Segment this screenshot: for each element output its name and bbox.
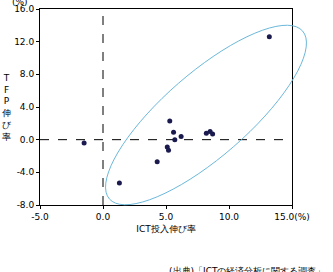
svg-text:(%): (%) bbox=[12, 0, 28, 7]
svg-text:15.0(%): 15.0(%) bbox=[274, 212, 310, 222]
svg-text:0.0: 0.0 bbox=[20, 135, 35, 145]
svg-text:0.0: 0.0 bbox=[96, 212, 111, 222]
svg-text:TFP伸び率: TFP伸び率 bbox=[2, 73, 12, 142]
svg-text:ICT投入伸び率: ICT投入伸び率 bbox=[136, 224, 195, 234]
svg-text:8.0: 8.0 bbox=[20, 69, 35, 79]
svg-text:-8.0: -8.0 bbox=[17, 200, 35, 210]
svg-text:16.0: 16.0 bbox=[14, 4, 34, 14]
svg-text:12.0: 12.0 bbox=[14, 37, 34, 47]
svg-text:5.0: 5.0 bbox=[159, 212, 174, 222]
svg-text:4.0: 4.0 bbox=[20, 102, 35, 112]
svg-text:-4.0: -4.0 bbox=[17, 167, 35, 177]
svg-text:-5.0: -5.0 bbox=[31, 212, 49, 222]
svg-text:10.0: 10.0 bbox=[219, 212, 239, 222]
svg-text:(出典)「ICTの経済分析に関する調査」: (出典)「ICTの経済分析に関する調査」 bbox=[169, 266, 325, 272]
